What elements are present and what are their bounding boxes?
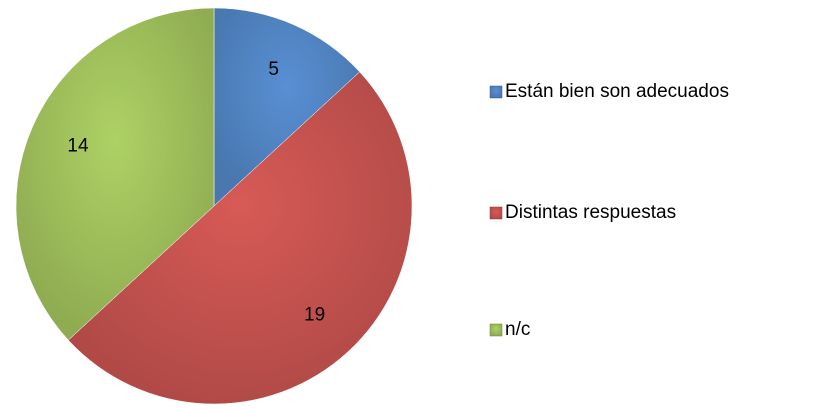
legend-swatch	[489, 323, 503, 337]
pie-slice	[15, 7, 215, 341]
legend-swatch	[489, 206, 503, 220]
data-label: 5	[268, 59, 279, 80]
data-label: 19	[304, 304, 325, 325]
pie-slice	[67, 71, 413, 405]
legend-label: Distintas respuestas	[505, 202, 676, 223]
legend-label: n/c	[505, 319, 530, 340]
data-label: 14	[67, 135, 89, 156]
pie-slice	[213, 7, 361, 207]
legend-label: Están bien son adecuados	[505, 81, 729, 102]
legend-swatch	[489, 85, 503, 99]
